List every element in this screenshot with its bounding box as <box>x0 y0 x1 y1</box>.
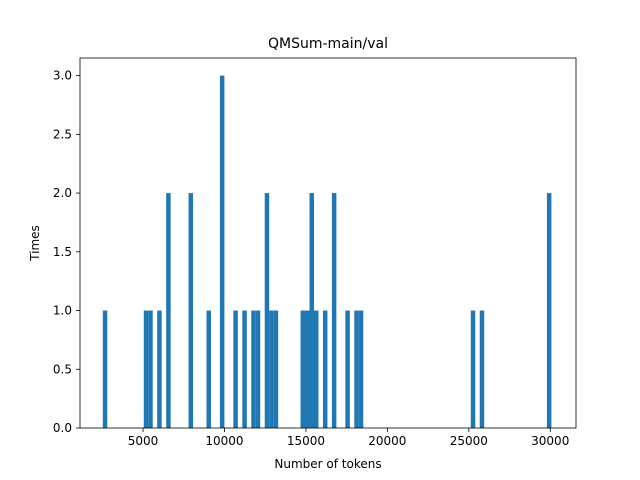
histogram-bar <box>102 310 108 428</box>
y-tick-label: 3.0 <box>53 69 72 83</box>
histogram-bar <box>354 310 359 428</box>
y-tick-label: 2.5 <box>53 127 72 141</box>
histogram-bar <box>305 310 310 428</box>
y-tick-label: 0.0 <box>53 421 72 435</box>
axes-frame <box>79 57 577 429</box>
histogram-bar <box>479 310 485 428</box>
histogram-bar <box>470 310 476 428</box>
histogram-bar <box>322 310 328 428</box>
x-tick-label: 25000 <box>450 434 488 448</box>
histogram-bar <box>242 310 247 428</box>
x-tick-label: 20000 <box>368 434 406 448</box>
histogram-bar <box>255 310 261 428</box>
histogram-bar <box>331 193 337 428</box>
y-tick-label: 2.0 <box>53 186 72 200</box>
x-tick-label: 10000 <box>205 434 243 448</box>
histogram-bar <box>166 193 171 428</box>
histogram-bar <box>264 193 270 428</box>
histogram-bar <box>148 310 153 428</box>
y-tick-label: 1.5 <box>53 245 72 259</box>
histogram-bar <box>300 310 306 428</box>
histogram-bar <box>157 310 162 428</box>
histogram-bar <box>251 310 256 428</box>
y-tick-label: 1.0 <box>53 304 72 318</box>
x-tick-label: 5000 <box>128 434 159 448</box>
y-tick-label: 0.5 <box>53 362 72 376</box>
histogram-bar <box>546 193 552 428</box>
chart-title: QMSum-main/val <box>268 36 388 52</box>
histogram-bar <box>219 75 225 428</box>
histogram-bar <box>269 310 274 428</box>
y-axis-ticks: 0.0 0.5 1.0 1.5 2.0 2.5 3.0 <box>53 69 80 435</box>
histogram-bar <box>143 310 149 428</box>
histogram-bar <box>358 310 364 428</box>
histogram-bar <box>309 193 314 428</box>
x-axis-label: Number of tokens <box>274 457 381 471</box>
bars-group <box>102 75 552 428</box>
histogram-bar <box>233 310 238 428</box>
y-axis-label: Times <box>28 225 42 262</box>
histogram-bar <box>188 193 194 428</box>
histogram-bar <box>313 310 319 428</box>
histogram-bar <box>273 310 279 428</box>
histogram-bar <box>206 310 211 428</box>
x-axis-ticks: 5000 10000 15000 20000 25000 30000 <box>128 428 569 448</box>
x-tick-label: 30000 <box>531 434 569 448</box>
plot-area <box>80 58 576 428</box>
histogram-bar <box>345 310 350 428</box>
x-tick-label: 15000 <box>287 434 325 448</box>
